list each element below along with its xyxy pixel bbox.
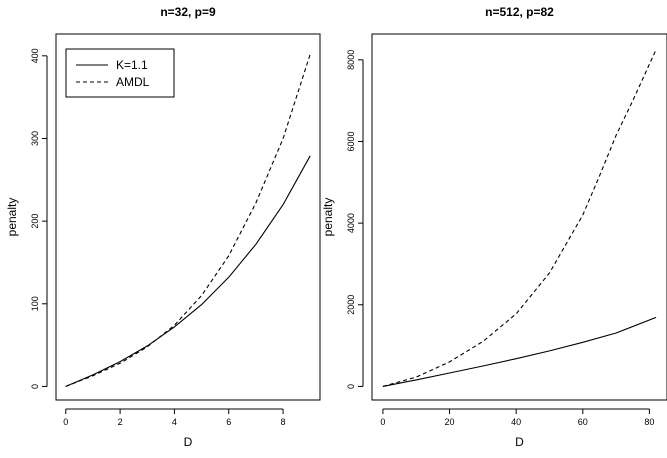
x-tick-label: 60 <box>578 417 588 427</box>
y-tick-label: 8000 <box>346 50 356 70</box>
x-tick-label: 2 <box>118 417 123 427</box>
y-tick-label: 0 <box>30 384 40 389</box>
y-tick-label: 2000 <box>346 295 356 315</box>
x-axis-label: D <box>515 435 524 449</box>
x-tick-label: 4 <box>172 417 177 427</box>
y-axis-label: penalty <box>5 198 19 237</box>
x-axis-label: D <box>184 435 193 449</box>
panel-2: n=512, p=82 0 20 40 60 80 0 2000 4000 6000 8000 Dpe… <box>321 5 667 449</box>
chart-title: n=512, p=82 <box>485 5 554 19</box>
x-tick-label: 80 <box>644 417 654 427</box>
x-tick-label: 6 <box>226 417 231 427</box>
legend-label: AMDL <box>116 75 150 89</box>
x-tick-label: 0 <box>380 417 385 427</box>
y-tick-label: 4000 <box>346 213 356 233</box>
y-tick-label: 300 <box>30 131 40 146</box>
y-tick-label: 200 <box>30 214 40 229</box>
legend-label: K=1.1 <box>116 58 148 72</box>
y-tick-label: 100 <box>30 296 40 311</box>
y-tick-label: 0 <box>346 384 356 389</box>
x-tick-label: 20 <box>445 417 455 427</box>
y-axis-label: penalty <box>321 198 335 237</box>
legend-box <box>65 48 175 98</box>
series-line-k <box>65 155 311 387</box>
series-line-k <box>382 316 657 387</box>
x-tick-label: 0 <box>63 417 68 427</box>
x-tick-label: 40 <box>511 417 521 427</box>
chart-title: n=32, p=9 <box>160 5 216 19</box>
y-tick-label: 6000 <box>346 131 356 151</box>
plot-frame <box>371 33 667 401</box>
x-tick-label: 8 <box>281 417 286 427</box>
y-tick-label: 400 <box>30 48 40 63</box>
plot-frame <box>55 33 321 401</box>
series-line-amdl <box>382 49 657 387</box>
series-line-amdl <box>65 54 311 387</box>
